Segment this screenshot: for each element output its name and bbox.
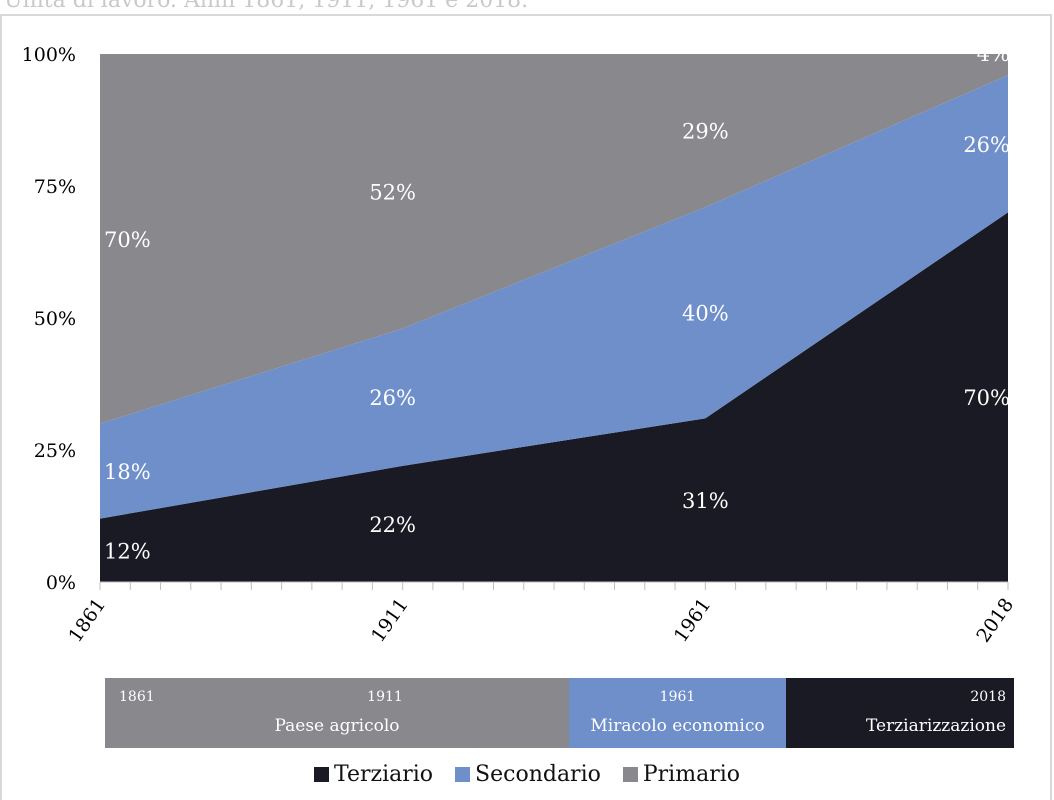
data-label-terziario: 70%	[963, 386, 1010, 410]
legend-item-secondario: Secondario	[455, 762, 601, 787]
x-tick-label: 2018	[972, 594, 1018, 646]
era-year-label: 1911	[367, 689, 403, 705]
y-tick-label: 50%	[34, 308, 76, 330]
data-label-terziario: 31%	[682, 489, 729, 513]
chart-frame	[0, 14, 1052, 800]
data-label-secondario: 18%	[104, 460, 151, 484]
data-label-primario: 29%	[682, 120, 729, 144]
era-band	[569, 678, 786, 748]
legend-swatch-terziario	[313, 767, 329, 782]
data-label-terziario: 22%	[369, 513, 416, 537]
data-label-secondario: 26%	[369, 386, 416, 410]
data-label-secondario: 40%	[682, 302, 729, 326]
legend-swatch-secondario	[455, 767, 471, 782]
x-tick-label: 1861	[64, 594, 110, 646]
y-tick-label: 25%	[34, 440, 76, 462]
legend-swatch-primario	[622, 767, 638, 782]
data-label-primario: 70%	[104, 228, 151, 252]
area-primario	[100, 54, 1008, 424]
legend-label-secondario: Secondario	[475, 762, 601, 787]
legend-item-terziario: Terziario	[313, 762, 434, 787]
era-year-label: 1961	[660, 689, 696, 705]
x-tick-label: 1961	[670, 594, 716, 646]
chart-legend: Terziario Secondario Primario	[0, 762, 1054, 787]
area-terziario	[100, 212, 1008, 582]
era-band	[105, 678, 569, 748]
x-tick-label: 1911	[367, 594, 413, 646]
era-name-label: Miracolo economico	[590, 716, 764, 736]
era-year-label: 2018	[970, 689, 1006, 705]
era-name-label: Terziarizzazione	[866, 716, 1006, 736]
area-secondario	[100, 75, 1008, 519]
legend-label-terziario: Terziario	[333, 762, 434, 787]
y-tick-label: 75%	[34, 176, 76, 198]
data-label-terziario: 12%	[104, 539, 151, 563]
era-year-label: 1861	[119, 689, 155, 705]
data-label-primario: 4%	[977, 42, 1010, 66]
legend-label-primario: Primario	[642, 762, 740, 787]
y-tick-label: 100%	[22, 44, 76, 66]
chart-subtitle: Unità di lavoro. Anni 1861, 1911, 1961 e…	[4, 0, 529, 13]
era-band	[786, 678, 1014, 748]
era-name-label: Paese agricolo	[274, 716, 399, 736]
y-tick-label: 0%	[46, 572, 76, 594]
data-label-primario: 52%	[369, 180, 416, 204]
legend-item-primario: Primario	[622, 762, 740, 787]
data-label-secondario: 26%	[963, 133, 1010, 157]
